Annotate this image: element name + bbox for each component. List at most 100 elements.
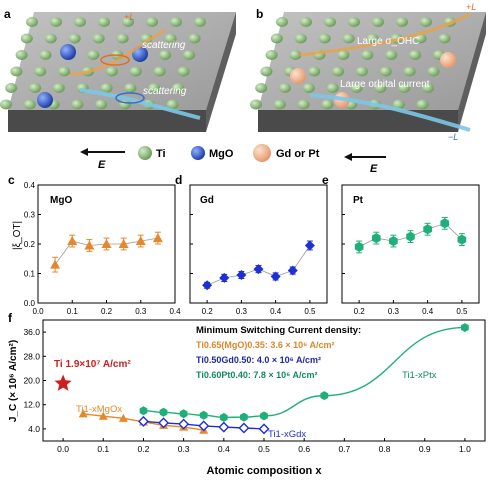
ti-atom <box>105 66 118 77</box>
ti-atom <box>10 66 23 77</box>
x-tick-label: 0.0 <box>57 444 69 454</box>
data-point <box>304 240 315 251</box>
x-tick-label: 0.4 <box>169 307 181 316</box>
data-point <box>202 280 213 291</box>
data-point <box>179 409 188 419</box>
x-tick-label: 0.3 <box>388 307 400 316</box>
series-line-hexagon <box>143 326 465 419</box>
ti-atom <box>0 99 12 110</box>
data-point <box>406 231 415 242</box>
ti-atom <box>273 99 286 110</box>
ti-atom <box>87 50 100 60</box>
x-tick-label: 0.1 <box>67 307 79 316</box>
e-arrowhead-left <box>80 148 88 156</box>
ti-atom <box>148 83 161 93</box>
data-point <box>198 420 210 432</box>
ti-atom <box>74 17 86 27</box>
ti-atom <box>20 33 33 44</box>
orbital-arrow-b2 <box>309 93 471 132</box>
data-point <box>67 236 78 246</box>
ti-atom <box>255 83 268 93</box>
data-point <box>258 423 270 435</box>
plot-e: 0.2 0.3 0.4 0.5 <box>342 184 468 316</box>
ti-atom <box>324 17 336 27</box>
data-point <box>320 391 329 401</box>
ti-atom <box>44 33 57 44</box>
legend-gdpt-dot <box>253 144 271 162</box>
ti-atom <box>124 83 137 93</box>
data-point <box>270 271 281 282</box>
gd-atom <box>290 68 306 84</box>
data-point <box>152 233 163 243</box>
x-tick-label: 0.5 <box>456 307 468 316</box>
panel-a: a scattering scattering +L <box>0 7 236 132</box>
ti-atom <box>265 50 278 60</box>
panel-letter-a: a <box>4 7 11 21</box>
panel-letter-d: d <box>175 173 182 187</box>
ti-atom <box>318 33 331 44</box>
ti-atom <box>34 66 47 77</box>
minus-l-label-b: −L <box>448 132 458 142</box>
ti-atom <box>379 66 392 77</box>
slab-front-a <box>8 110 206 132</box>
data-point <box>98 411 108 420</box>
x-tick-label: 0.8 <box>379 444 391 454</box>
ylabel-small: |ξ_OT| <box>12 221 23 250</box>
legend-ti-label: Ti <box>156 148 166 160</box>
plot-c: 0.0 0.1 0.2 0.3 0.4 0.0 0.1 0.2 0.3 0.4 <box>24 181 181 316</box>
data-point <box>287 265 298 276</box>
ti-atom <box>5 83 18 93</box>
ti-star-marker <box>54 374 72 391</box>
ti-atom <box>164 33 177 44</box>
mgo-atom <box>37 92 53 108</box>
ti-atom <box>188 33 201 44</box>
x-tick-label: 0.0 <box>32 307 44 316</box>
y-tick-label: 28.0 <box>23 351 40 361</box>
x-tick-label: 0.6 <box>298 444 310 454</box>
panel-d: d Gd 0.2 0.3 0.4 0.5 <box>175 173 328 316</box>
data-point <box>240 412 248 422</box>
x-tick-label: 0.2 <box>138 444 150 454</box>
ti-atom <box>39 50 52 60</box>
x-tick-label: 0.5 <box>304 307 316 316</box>
data-point <box>137 415 149 427</box>
ti-atom <box>71 99 84 110</box>
slab-front-b <box>258 110 458 132</box>
scatter-arrow-a2 <box>79 88 201 120</box>
panel-f: f J_C (× 10⁶ A/cm²) Atomic composition x… <box>8 311 486 477</box>
orbital-current-label: Large orbital current <box>340 79 430 90</box>
ti-atom <box>427 66 440 77</box>
data-point <box>219 272 230 283</box>
e-label-right: E <box>370 163 378 175</box>
data-point <box>135 236 146 246</box>
orbital-arrow-b1 <box>299 12 471 57</box>
panel-c: c MgO |ξ_OT| 0.0 0.1 0.2 0.3 0.4 0.0 0.1 0.2 0.3… <box>8 173 181 316</box>
ti-atom <box>98 17 110 27</box>
ti-atom <box>372 17 384 27</box>
ti-atom <box>26 17 38 27</box>
y-tick-label: 4.0 <box>28 424 40 434</box>
series-label-mgo: Ti1-xMgOx <box>76 404 122 415</box>
info-line-mgo: Ti0.65(MgO)0.35: 3.6 × 10⁶ A/cm² <box>196 340 334 350</box>
x-tick-label: 0.3 <box>135 307 147 316</box>
ti-atom <box>350 83 363 93</box>
gd-atom <box>440 52 456 68</box>
data-point <box>219 412 228 422</box>
y-tick-label: 0.4 <box>24 181 36 190</box>
panel-letter-e: e <box>322 173 329 187</box>
ti-atom <box>348 17 360 27</box>
ti-atom <box>250 99 262 110</box>
x-tick-label: 0.9 <box>419 444 431 454</box>
legend-ti-dot <box>138 146 152 160</box>
ylabel-f: J_C (× 10⁶ A/cm²) <box>8 340 19 422</box>
ti-atom <box>177 66 190 77</box>
panel-letter-c: c <box>8 173 15 187</box>
ti-atom <box>52 83 65 93</box>
slab-side-a <box>206 12 236 132</box>
y-tick-label: 0.1 <box>24 270 36 279</box>
ti-atom <box>385 50 398 60</box>
ti-atom <box>58 66 71 77</box>
ti-atom <box>416 99 429 110</box>
sigma-ohc-label: Large σ_OHC <box>357 36 419 47</box>
ti-atom <box>392 99 405 110</box>
